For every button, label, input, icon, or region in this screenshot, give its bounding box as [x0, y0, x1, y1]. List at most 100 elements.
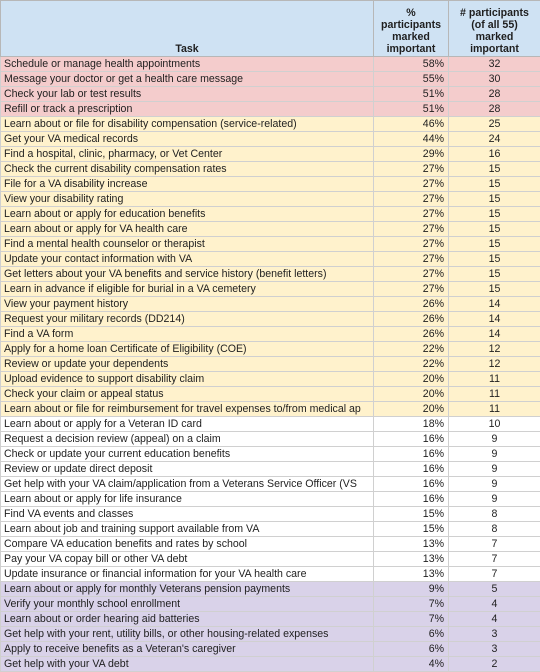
percent-cell: 46% [374, 117, 449, 132]
task-cell: Learn about job and training support ava… [1, 522, 374, 537]
count-cell: 14 [449, 297, 540, 312]
count-cell: 3 [449, 627, 540, 642]
percent-cell: 7% [374, 612, 449, 627]
task-cell: Upload evidence to support disability cl… [1, 372, 374, 387]
task-cell: Get letters about your VA benefits and s… [1, 267, 374, 282]
count-cell: 15 [449, 192, 540, 207]
percent-cell: 29% [374, 147, 449, 162]
task-cell: Find a hospital, clinic, pharmacy, or Ve… [1, 147, 374, 162]
table-row: Apply for a home loan Certificate of Eli… [1, 342, 540, 357]
table-row: Learn about or apply for education benef… [1, 207, 540, 222]
count-cell: 7 [449, 537, 540, 552]
count-cell: 8 [449, 522, 540, 537]
count-cell: 11 [449, 402, 540, 417]
percent-cell: 16% [374, 462, 449, 477]
task-cell: Request a decision review (appeal) on a … [1, 432, 374, 447]
task-cell: Check your claim or appeal status [1, 387, 374, 402]
count-cell: 15 [449, 162, 540, 177]
count-cell: 10 [449, 417, 540, 432]
table-row: Check or update your current education b… [1, 447, 540, 462]
table-row: Get help with your rent, utility bills, … [1, 627, 540, 642]
table-row: Find a hospital, clinic, pharmacy, or Ve… [1, 147, 540, 162]
count-cell: 3 [449, 642, 540, 657]
task-cell: Learn about or apply for VA health care [1, 222, 374, 237]
task-column-header: Task [1, 1, 374, 57]
task-cell: Verify your monthly school enrollment [1, 597, 374, 612]
count-cell: 8 [449, 507, 540, 522]
percent-cell: 20% [374, 387, 449, 402]
count-cell: 30 [449, 72, 540, 87]
count-cell: 12 [449, 357, 540, 372]
task-cell: View your payment history [1, 297, 374, 312]
count-cell: 9 [449, 432, 540, 447]
percent-cell: 27% [374, 237, 449, 252]
task-cell: Update insurance or financial informatio… [1, 567, 374, 582]
count-cell: 9 [449, 492, 540, 507]
table-row: Learn in advance if eligible for burial … [1, 282, 540, 297]
task-cell: File for a VA disability increase [1, 177, 374, 192]
percent-cell: 16% [374, 432, 449, 447]
percent-column-header: % participants marked important [374, 1, 449, 57]
count-cell: 28 [449, 102, 540, 117]
table-row: Update insurance or financial informatio… [1, 567, 540, 582]
table-row: Message your doctor or get a health care… [1, 72, 540, 87]
task-cell: Get your VA medical records [1, 132, 374, 147]
percent-cell: 16% [374, 477, 449, 492]
task-cell: Get help with your VA debt [1, 657, 374, 672]
task-cell: Check or update your current education b… [1, 447, 374, 462]
count-cell: 28 [449, 87, 540, 102]
percent-cell: 26% [374, 327, 449, 342]
percent-cell: 6% [374, 642, 449, 657]
count-cell: 11 [449, 372, 540, 387]
count-cell: 15 [449, 222, 540, 237]
percent-cell: 4% [374, 657, 449, 672]
task-cell: Learn about or apply for monthly Veteran… [1, 582, 374, 597]
percent-cell: 16% [374, 492, 449, 507]
table-row: Learn about or apply for a Veteran ID ca… [1, 417, 540, 432]
task-cell: Learn about or apply for a Veteran ID ca… [1, 417, 374, 432]
task-cell: Find a VA form [1, 327, 374, 342]
count-column-header: # participants (of all 55) marked import… [449, 1, 540, 57]
task-cell: Learn in advance if eligible for burial … [1, 282, 374, 297]
count-cell: 16 [449, 147, 540, 162]
table-row: Get letters about your VA benefits and s… [1, 267, 540, 282]
percent-cell: 7% [374, 597, 449, 612]
task-cell: Learn about or apply for life insurance [1, 492, 374, 507]
percent-cell: 15% [374, 522, 449, 537]
percent-cell: 15% [374, 507, 449, 522]
task-cell: Review or update your dependents [1, 357, 374, 372]
percent-cell: 27% [374, 162, 449, 177]
count-cell: 9 [449, 477, 540, 492]
table-row: Request your military records (DD214)26%… [1, 312, 540, 327]
table-row: Learn about job and training support ava… [1, 522, 540, 537]
task-cell: Find a mental health counselor or therap… [1, 237, 374, 252]
table-row: Learn about or file for reimbursement fo… [1, 402, 540, 417]
task-cell: Refill or track a prescription [1, 102, 374, 117]
percent-cell: 27% [374, 282, 449, 297]
percent-cell: 51% [374, 102, 449, 117]
table-row: Apply to receive benefits as a Veteran's… [1, 642, 540, 657]
task-cell: Schedule or manage health appointments [1, 57, 374, 72]
table-row: Learn about or apply for monthly Veteran… [1, 582, 540, 597]
count-cell: 12 [449, 342, 540, 357]
count-cell: 9 [449, 447, 540, 462]
count-cell: 15 [449, 207, 540, 222]
count-cell: 4 [449, 597, 540, 612]
count-cell: 25 [449, 117, 540, 132]
table-row: Learn about or order hearing aid batteri… [1, 612, 540, 627]
percent-cell: 13% [374, 552, 449, 567]
percent-cell: 26% [374, 312, 449, 327]
count-cell: 14 [449, 327, 540, 342]
